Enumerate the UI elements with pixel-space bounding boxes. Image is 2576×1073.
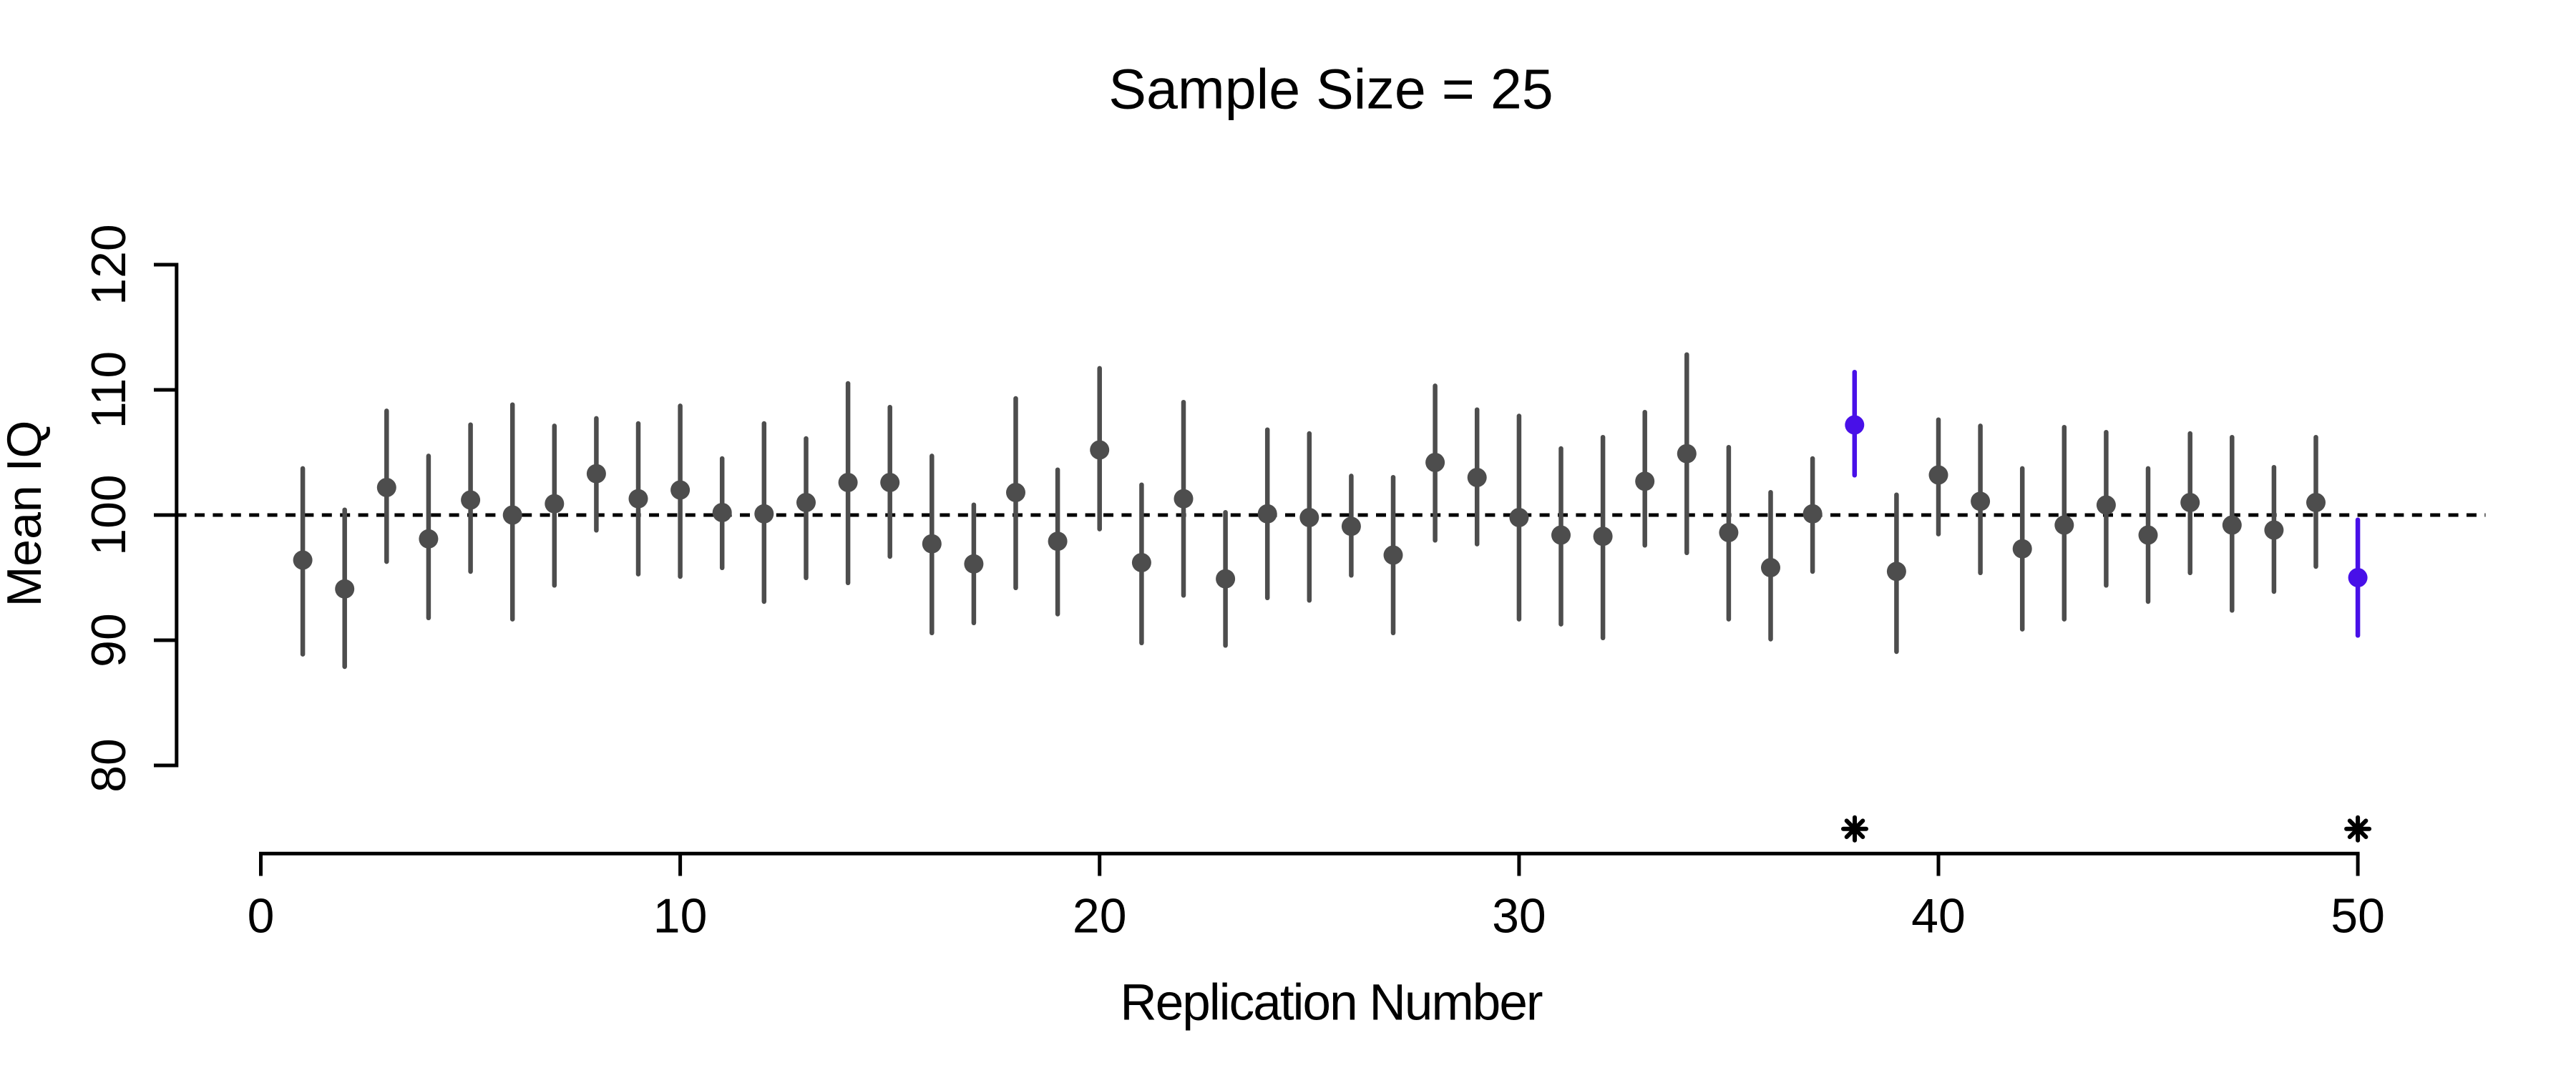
- svg-text:80: 80: [82, 738, 136, 793]
- svg-text:100: 100: [82, 474, 136, 555]
- svg-text:50: 50: [2331, 889, 2385, 944]
- svg-text:Mean IQ: Mean IQ: [0, 421, 52, 607]
- svg-text:20: 20: [1073, 889, 1127, 944]
- svg-text:90: 90: [82, 613, 136, 667]
- svg-text:40: 40: [1911, 889, 1966, 944]
- svg-text:30: 30: [1492, 889, 1546, 944]
- svg-text:0: 0: [248, 889, 275, 944]
- svg-text:10: 10: [653, 889, 708, 944]
- svg-text:Sample Size = 25: Sample Size = 25: [1108, 57, 1553, 121]
- svg-text:Replication Number: Replication Number: [1120, 975, 1543, 1032]
- svg-text:110: 110: [82, 351, 136, 428]
- svg-text:120: 120: [82, 224, 136, 305]
